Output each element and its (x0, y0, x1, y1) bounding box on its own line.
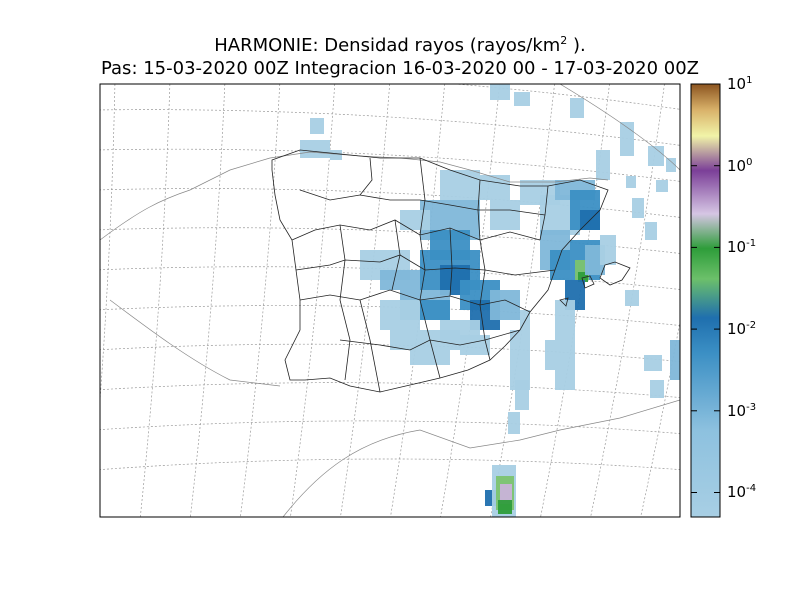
density-cell (656, 180, 668, 192)
colorbar-tick-label: 100 (727, 156, 753, 175)
chart-title: HARMONIE: Densidad rayos (rayos/km2 ). (214, 34, 586, 56)
density-cell (520, 310, 530, 330)
density-cell (625, 290, 639, 306)
density-cell (645, 222, 657, 240)
density-cell (460, 335, 490, 355)
density-cell (570, 98, 584, 118)
parallel-line (451, 84, 680, 110)
density-cell (626, 176, 636, 188)
density-cell (596, 150, 610, 180)
density-cell (620, 122, 634, 156)
density-cell (555, 300, 575, 340)
density-cell (555, 370, 575, 390)
density-cell (490, 200, 520, 230)
colorbar-tick-label: 10-2 (727, 320, 757, 339)
density-cell (508, 412, 520, 434)
colorbar (690, 83, 721, 518)
meridian-line (290, 84, 336, 517)
meridian-line (340, 84, 391, 517)
density-cell (666, 158, 676, 172)
density-cell (310, 118, 324, 134)
density-cell (420, 300, 450, 320)
colorbar-tick-label: 10-4 (727, 483, 757, 502)
meridian-line (189, 84, 226, 517)
chart-subtitle: Pas: 15-03-2020 00Z Integracion 16-03-20… (100, 58, 699, 79)
density-cell (500, 484, 512, 504)
density-cell (644, 355, 662, 371)
iberia-borders (271, 149, 631, 393)
parallel-line (100, 109, 680, 146)
density-cell (550, 250, 570, 280)
meridian-line (139, 84, 171, 517)
density-cell (410, 350, 450, 365)
map-area (40, 80, 680, 520)
density-cell (514, 92, 530, 106)
meridian-line (590, 84, 665, 517)
density-cell (515, 380, 529, 410)
density-cell (650, 380, 664, 398)
density-cell (510, 330, 530, 390)
density-cell (390, 330, 460, 350)
density-cell (632, 198, 644, 218)
density-cell (600, 235, 616, 265)
meridian-line (490, 84, 555, 517)
density-cell (480, 175, 510, 200)
density-cell (490, 84, 510, 100)
density-cell (578, 272, 588, 282)
density-cell (670, 340, 680, 380)
colorbar-tick-label: 10-1 (727, 238, 757, 257)
map-frame (99, 83, 681, 518)
meridian-line (100, 84, 116, 405)
density-cell (300, 140, 330, 158)
density-cell (648, 146, 664, 166)
colorbar-tick-label: 101 (727, 75, 753, 93)
density-cell (440, 170, 480, 200)
meridian-line (240, 84, 281, 517)
colorbar-tick-label: 10-3 (727, 401, 757, 420)
density-cell (400, 210, 430, 230)
meridian-line (540, 84, 610, 517)
density-cell (498, 500, 512, 514)
meridian-line (40, 80, 60, 520)
coastline (100, 84, 680, 517)
density-cell (330, 150, 342, 160)
density-cell (545, 340, 575, 370)
parallel-line (100, 188, 680, 218)
density-cell (380, 270, 420, 290)
density-cell (380, 300, 420, 330)
